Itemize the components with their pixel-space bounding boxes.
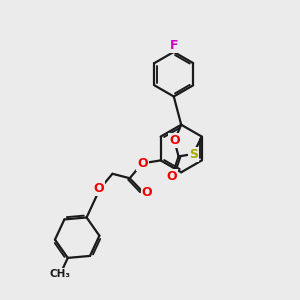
Text: S: S [189, 148, 198, 160]
Text: F: F [169, 39, 178, 52]
Text: O: O [93, 182, 104, 195]
Text: O: O [169, 134, 180, 147]
Text: CH₃: CH₃ [50, 269, 71, 279]
Text: O: O [167, 169, 177, 183]
Text: O: O [137, 157, 148, 170]
Text: O: O [142, 186, 152, 199]
